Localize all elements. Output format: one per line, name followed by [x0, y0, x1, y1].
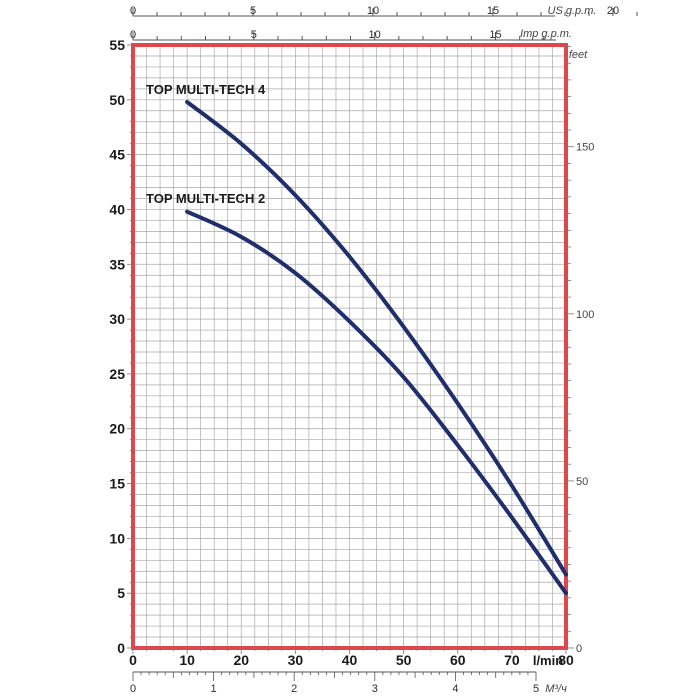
us-tick-label: 5: [250, 5, 256, 17]
series-line-2: [185, 209, 568, 596]
right-tick-label: 100: [576, 309, 594, 321]
left-axis-meters: 0 5 10 15 20 25 30 35 40 45 50 55: [109, 37, 133, 656]
left-tick-label: 30: [109, 311, 125, 327]
bottom-tick-label: 70: [504, 652, 520, 668]
left-tick-label: 20: [109, 421, 125, 437]
left-tick-label: 25: [109, 366, 125, 382]
left-tick-label: 35: [109, 256, 125, 272]
bottom-tick-label: 10: [179, 652, 195, 668]
left-tick-label: 55: [109, 37, 125, 53]
imp-tick-label: 5: [251, 29, 257, 41]
bottom-tick-label: 20: [233, 652, 249, 668]
right-tick-label: 50: [576, 476, 588, 488]
right-tick-label: 0: [576, 643, 582, 655]
series: TOP MULTI-TECH 4 TOP MULTI-TECH 2: [146, 82, 568, 596]
us-tick-label: 15: [487, 5, 499, 17]
us-axis-label: US g.p.m.: [548, 5, 597, 17]
m3-axis-label: M³/ч: [545, 683, 567, 695]
left-tick-label: 15: [109, 476, 125, 492]
us-tick-label: 10: [367, 5, 379, 17]
right-axis-unit: feet: [569, 49, 588, 61]
top-axis-imp-gpm: 0 5 10 15 Imp g.p.m.: [130, 28, 572, 41]
bottom-axis-unit: l/min: [533, 653, 563, 668]
imp-axis-label: Imp g.p.m.: [520, 28, 572, 40]
m3-tick-label: 5: [533, 683, 539, 695]
imp-tick-label: 0: [130, 29, 136, 41]
series-line-1: [185, 100, 568, 577]
us-tick-label: 0: [130, 5, 136, 17]
left-tick-label: 45: [109, 147, 125, 163]
bottom-tick-label: 50: [396, 652, 412, 668]
left-tick-label: 10: [109, 530, 125, 546]
imp-tick-label: 15: [489, 29, 501, 41]
m3-tick-label: 3: [372, 683, 378, 695]
grid: [133, 45, 566, 648]
m3-tick-label: 4: [452, 683, 458, 695]
left-tick-label: 40: [109, 201, 125, 217]
right-axis-feet: 0 50 100 150 feet: [566, 46, 594, 655]
top-axis-us-gpm: 0 5 10 15 20 US g.p.m.: [130, 5, 638, 17]
left-tick-label: 5: [117, 585, 125, 601]
bottom-tick-label: 30: [288, 652, 304, 668]
bottom-tick-label: 0: [129, 652, 137, 668]
left-tick-label: 0: [117, 640, 125, 656]
bottom-tick-label: 80: [558, 652, 574, 668]
m3-tick-label: 2: [291, 683, 297, 695]
series-label-2: TOP MULTI-TECH 2: [146, 191, 265, 206]
left-tick-label: 50: [109, 92, 125, 108]
bottom-tick-label: 60: [450, 652, 466, 668]
imp-tick-label: 10: [369, 29, 381, 41]
us-tick-label: 20: [607, 5, 619, 17]
right-tick-label: 150: [576, 142, 594, 154]
bottom-tick-label: 40: [342, 652, 358, 668]
bottom-axis-m3h: 0 1 2 3 4 5 M³/ч: [130, 671, 567, 695]
bottom-axis-lmin: 0 10 20 30 40 50 60 70 80l/min: [129, 648, 574, 668]
m3-tick-label: 0: [130, 683, 136, 695]
series-label-1: TOP MULTI-TECH 4: [146, 82, 266, 97]
m3-tick-label: 1: [211, 683, 217, 695]
